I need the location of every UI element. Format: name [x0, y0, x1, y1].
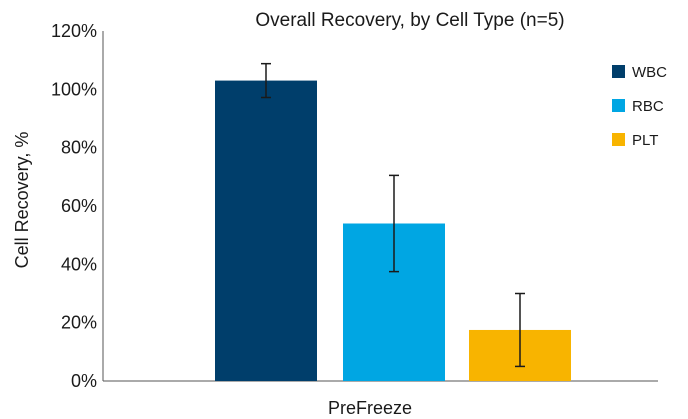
legend-swatch-wbc [612, 65, 625, 78]
y-tick-labels: 0% 20% 40% 60% 80% 100% 120% [51, 21, 97, 391]
y-tick-label: 100% [51, 79, 97, 99]
y-tick-label: 80% [61, 138, 97, 158]
y-tick-label: 120% [51, 21, 97, 41]
legend-label-rbc: RBC [632, 98, 664, 115]
legend-label-wbc: WBC [632, 64, 667, 81]
legend-swatch-plt [612, 133, 625, 146]
y-tick-label: 0% [71, 371, 97, 391]
y-tick-label: 60% [61, 196, 97, 216]
error-bar-wbc [261, 62, 271, 99]
bars [215, 80, 571, 381]
y-tick-label: 20% [61, 313, 97, 333]
bar-wbc [215, 80, 317, 381]
y-axis-title: Cell Recovery, % [12, 132, 32, 269]
x-axis-title: PreFreeze [328, 398, 412, 418]
y-tick-label: 40% [61, 254, 97, 274]
error-bar-plt [515, 292, 525, 368]
error-bars [261, 62, 525, 368]
chart-title: Overall Recovery, by Cell Type (n=5) [255, 10, 564, 31]
legend: WBC RBC PLT [612, 64, 667, 149]
legend-swatch-rbc [612, 99, 625, 112]
error-bar-rbc [389, 174, 399, 273]
legend-label-plt: PLT [632, 132, 658, 149]
